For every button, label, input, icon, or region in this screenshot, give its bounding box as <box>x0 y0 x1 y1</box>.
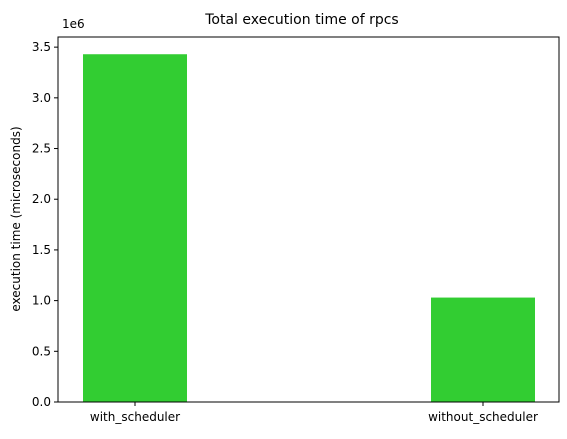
bar-without-scheduler <box>431 297 535 402</box>
y-tick-label: 1.5 <box>32 243 51 257</box>
y-axis-label: execution time (microseconds) <box>9 126 23 311</box>
x-tick-label: with_scheduler <box>90 410 180 424</box>
chart-title: Total execution time of rpcs <box>204 12 398 28</box>
y-tick-label: 0.0 <box>32 395 51 409</box>
y-tick-label: 2.5 <box>32 142 51 156</box>
y-tick-label: 3.5 <box>32 40 51 54</box>
bar-with-scheduler <box>83 54 187 402</box>
y-tick-label: 1.0 <box>32 294 51 308</box>
y-axis-offset-label: 1e6 <box>62 17 85 31</box>
bars-group <box>83 54 535 402</box>
x-axis-ticks: with_scheduler without_scheduler <box>90 402 538 424</box>
y-axis-ticks: 0.0 0.5 1.0 1.5 2.0 2.5 3.0 3.5 <box>32 40 58 409</box>
y-tick-label: 2.0 <box>32 192 51 206</box>
y-tick-label: 3.0 <box>32 91 51 105</box>
plot-frame <box>57 36 560 403</box>
y-tick-label: 0.5 <box>32 344 51 358</box>
x-tick-label: without_scheduler <box>428 410 538 424</box>
